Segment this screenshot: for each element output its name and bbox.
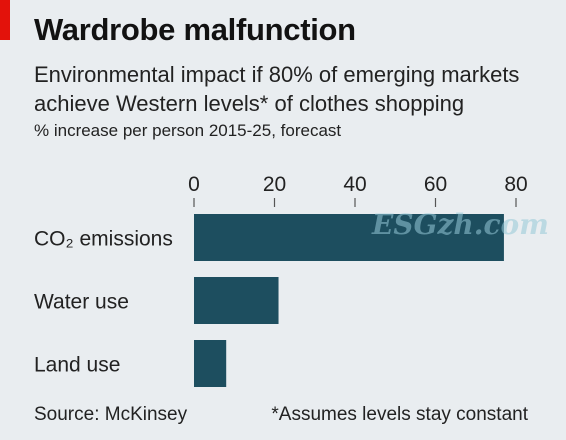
category-label: Land use	[34, 354, 120, 377]
watermark: ESGzh.com	[372, 208, 549, 241]
bar	[194, 214, 504, 261]
source-note: Source: McKinsey	[34, 404, 188, 425]
x-tick-label: 80	[504, 173, 527, 196]
footnote: *Assumes levels stay constant	[271, 404, 528, 425]
x-tick-label: 0	[188, 173, 200, 196]
bar-chart: 0 20 40 60 80 CO₂ emissions Water use Land use	[34, 173, 528, 387]
chart-unit-label: % increase per person 2015-25, forecast	[34, 121, 342, 140]
category-label: Water use	[34, 291, 129, 314]
chart-subtitle: Environmental impact if 80% of emerging …	[34, 62, 520, 116]
x-tick-label: 40	[343, 173, 366, 196]
category-label: CO₂ emissions	[34, 228, 173, 251]
x-tick-label: 60	[424, 173, 447, 196]
brand-accent-bar	[0, 0, 10, 40]
bar	[194, 277, 279, 324]
bar	[194, 340, 227, 387]
x-tick-label: 20	[263, 173, 286, 196]
chart-title: Wardrobe malfunction	[34, 12, 356, 47]
